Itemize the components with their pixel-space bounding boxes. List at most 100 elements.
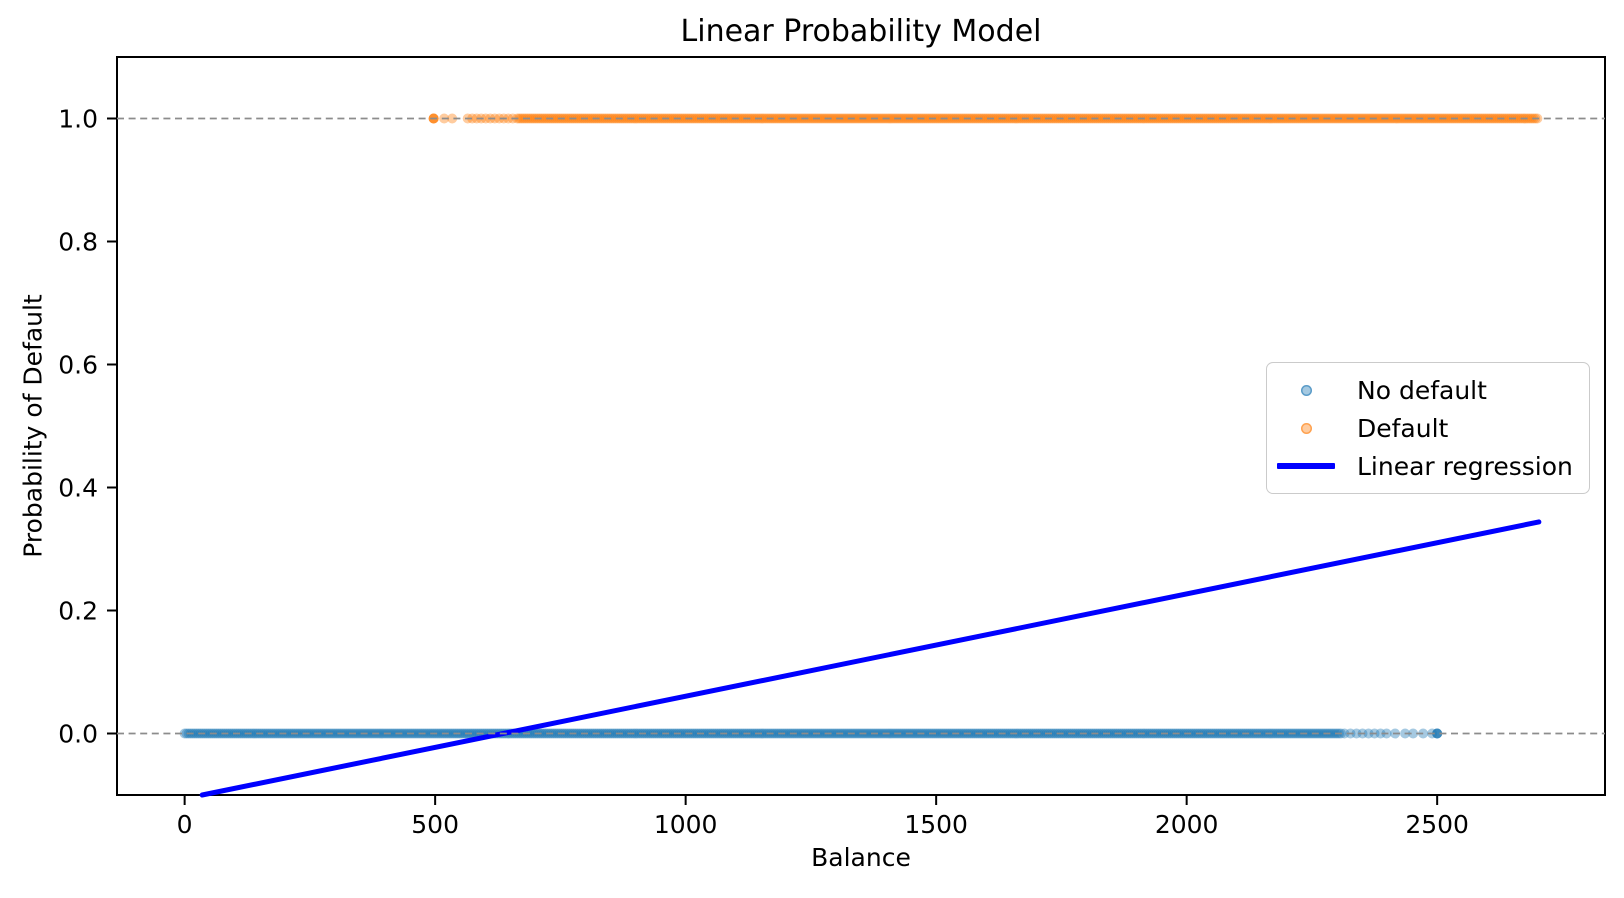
scatter-point-default [818, 113, 829, 124]
scatter-point-no-default [921, 728, 932, 739]
scatter-point-default [889, 113, 900, 124]
legend: No default Default Linear regression [1266, 362, 1590, 494]
scatter-point-default [596, 113, 607, 124]
legend-entry: Linear regression [1275, 447, 1573, 485]
scatter-point-no-default [1025, 728, 1036, 739]
y-axis-label: Probability of Default [18, 294, 48, 558]
scatter-point-no-default [1013, 728, 1024, 739]
scatter-point-no-default [203, 728, 214, 739]
scatter-point-no-default [887, 728, 898, 739]
scatter-point-no-default [1293, 728, 1304, 739]
scatter-point-no-default [712, 728, 723, 739]
scatter-point-default [923, 113, 934, 124]
scatter-point-no-default [1189, 728, 1200, 739]
scatter-point-default [1129, 113, 1140, 124]
scatter-point-default [1305, 113, 1316, 124]
scatter-point-no-default [1165, 728, 1176, 739]
scatter-point-default [1153, 113, 1164, 124]
scatter-point-default [1512, 113, 1523, 124]
scatter-point-no-default [678, 728, 689, 739]
scatter-point-default [668, 113, 679, 124]
scatter-point-no-default [540, 728, 551, 739]
scatter-point-no-default [227, 728, 238, 739]
x-tick-label: 2500 [1405, 810, 1469, 839]
x-tick-label: 1500 [904, 810, 968, 839]
scatter-point-no-default [1329, 728, 1340, 739]
scatter-point-default [1211, 113, 1222, 124]
scatter-point-no-default [351, 728, 362, 739]
scatter-point-default [887, 113, 898, 124]
y-tick-label: 0.8 [58, 227, 98, 256]
scatter-point-default [1071, 113, 1082, 124]
scatter-point-default [584, 113, 595, 124]
scatter-point-no-default [991, 728, 1002, 739]
scatter-point-default [1245, 113, 1256, 124]
scatter-point-default [1313, 113, 1324, 124]
scatter-point-no-default [538, 728, 549, 739]
scatter-point-no-default [642, 728, 653, 739]
legend-label: Linear regression [1357, 451, 1573, 481]
scatter-point-default [552, 113, 563, 124]
scatter-point-no-default [840, 728, 851, 739]
legend-label: Default [1357, 413, 1449, 443]
scatter-point-no-default [1059, 728, 1070, 739]
scatter-point-no-default [456, 728, 467, 739]
scatter-point-no-default [610, 728, 621, 739]
scatter-point-no-default [1211, 728, 1222, 739]
scatter-point-no-default [1163, 728, 1174, 739]
scatter-point-default [548, 113, 559, 124]
scatter-point-no-default [782, 728, 793, 739]
scatter-point-no-default [343, 728, 354, 739]
scatter-point-no-default [1259, 728, 1270, 739]
scatter-point-no-default [1363, 728, 1374, 739]
scatter-point-no-default [768, 728, 779, 739]
scatter-point-default [1384, 113, 1395, 124]
scatter-point-no-default [989, 728, 1000, 739]
scatter-point-default [1454, 113, 1465, 124]
scatter-point-no-default [1267, 728, 1278, 739]
scatter-point-default [1488, 113, 1499, 124]
scatter-point-no-default [201, 728, 212, 739]
scatter-point-default [1420, 113, 1431, 124]
x-axis-label: Balance [811, 843, 911, 872]
scatter-point-default [528, 113, 539, 124]
scatter-point-no-default [1255, 728, 1266, 739]
scatter-point-no-default [1432, 728, 1443, 739]
scatter-point-default [1434, 113, 1445, 124]
scatter-point-no-default [1351, 728, 1362, 739]
scatter-point-default [897, 113, 908, 124]
scatter-point-default [935, 113, 946, 124]
legend-entry: Default [1275, 409, 1573, 447]
scatter-point-default [768, 113, 779, 124]
scatter-point-default [1015, 113, 1026, 124]
scatter-point-no-default [446, 728, 457, 739]
scatter-point-default [1187, 113, 1198, 124]
scatter-point-no-default [215, 728, 226, 739]
scatter-point-no-default [606, 728, 617, 739]
scatter-point-default [503, 113, 514, 124]
scatter-point-default [979, 113, 990, 124]
scatter-point-no-default [935, 728, 946, 739]
scatter-point-no-default [979, 728, 990, 739]
scatter-point-no-default [838, 728, 849, 739]
scatter-point-default [1376, 113, 1387, 124]
scatter-point-default [480, 113, 491, 124]
scatter-point-no-default [734, 728, 745, 739]
scatter-point-default [1279, 113, 1290, 124]
scatter-point-no-default [875, 728, 886, 739]
scatter-point-default [526, 113, 537, 124]
scatter-point-no-default [281, 728, 292, 739]
scatter-point-default [826, 113, 837, 124]
scatter-point-no-default [1141, 728, 1152, 739]
scatter-point-no-default [317, 728, 328, 739]
scatter-point-no-default [1107, 728, 1118, 739]
scatter-point-no-default [1201, 728, 1212, 739]
scatter-point-no-default [1281, 728, 1292, 739]
scatter-point-no-default [1213, 728, 1224, 739]
scatter-point-no-default [933, 728, 944, 739]
scatter-point-default [1083, 113, 1094, 124]
scatter-point-no-default [223, 728, 234, 739]
scatter-point-default [1502, 113, 1513, 124]
scatter-point-no-default [714, 728, 725, 739]
scatter-point-default [1259, 113, 1270, 124]
